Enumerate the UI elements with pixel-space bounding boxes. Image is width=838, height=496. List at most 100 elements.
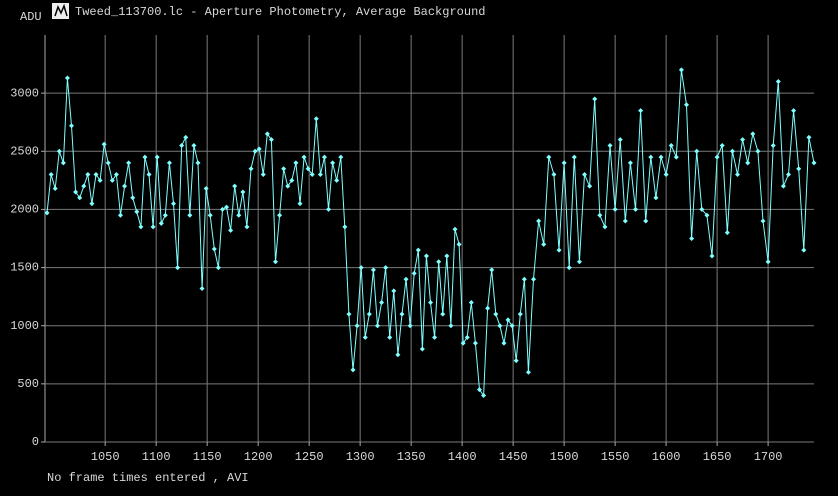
data-point [317, 172, 323, 178]
data-point [313, 116, 319, 122]
data-point [146, 172, 152, 178]
data-point [215, 265, 221, 271]
data-point [183, 134, 189, 140]
data-point [780, 183, 786, 189]
data-point [134, 209, 140, 215]
data-point [468, 299, 474, 305]
data-point [719, 142, 725, 148]
data-point [326, 206, 332, 212]
data-point [69, 123, 75, 129]
data-point [505, 317, 511, 323]
data-point [122, 183, 128, 189]
data-point [268, 137, 274, 143]
data-point [694, 148, 700, 154]
data-point [775, 79, 781, 85]
data-point [171, 201, 177, 207]
data-point [256, 146, 262, 152]
x-tick-label: 1700 [754, 450, 783, 464]
data-point [321, 154, 327, 160]
data-point [801, 247, 807, 253]
data-point [362, 334, 368, 340]
data-point [285, 183, 291, 189]
data-point [521, 276, 527, 282]
data-point [113, 172, 119, 178]
data-point [383, 265, 389, 271]
data-point [704, 212, 710, 218]
data-point [346, 311, 352, 317]
app-icon [52, 3, 69, 19]
x-tick-label: 1150 [193, 450, 222, 464]
data-point [464, 334, 470, 340]
data-point [272, 259, 278, 265]
data-point [648, 154, 654, 160]
x-tick-label: 1100 [142, 450, 171, 464]
data-point [399, 311, 405, 317]
data-point [592, 96, 598, 102]
data-point [142, 154, 148, 160]
data-point [240, 189, 246, 195]
data-point [56, 148, 62, 154]
data-point [456, 241, 462, 247]
data-point [436, 259, 442, 265]
data-point [289, 177, 295, 183]
data-point [709, 253, 715, 259]
data-point [403, 276, 409, 282]
data-point [379, 299, 385, 305]
x-tick-label: 1250 [295, 450, 324, 464]
data-point [633, 206, 639, 212]
data-point [358, 265, 364, 271]
data-point [440, 311, 446, 317]
data-point [432, 334, 438, 340]
data-point [109, 177, 115, 183]
data-point [44, 210, 50, 216]
data-point [211, 246, 217, 252]
data-point [330, 160, 336, 166]
data-point [755, 148, 761, 154]
data-point [678, 67, 684, 73]
data-point [338, 154, 344, 160]
data-point [513, 358, 519, 364]
x-tick-label: 1400 [448, 450, 477, 464]
data-point [684, 102, 690, 108]
data-point [281, 166, 287, 172]
data-point [370, 267, 376, 273]
data-point [158, 220, 164, 226]
data-point [597, 212, 603, 218]
data-point [556, 247, 562, 253]
data-point [224, 204, 230, 210]
data-point [89, 201, 95, 207]
y-axis-label: ADU [20, 10, 42, 24]
data-point [297, 201, 303, 207]
data-point [354, 323, 360, 329]
data-point [582, 172, 588, 178]
data-point [195, 160, 201, 166]
data-point [448, 323, 454, 329]
data-point [796, 166, 802, 172]
x-tick-label: 1600 [652, 450, 681, 464]
y-tick-label: 0 [32, 435, 39, 449]
data-point [85, 172, 91, 178]
data-point [452, 226, 458, 232]
y-tick-label: 2500 [10, 144, 39, 158]
data-point [551, 172, 557, 178]
data-point [622, 218, 628, 224]
data-point [638, 108, 644, 114]
x-tick-label: 1300 [346, 450, 375, 464]
data-point [334, 177, 340, 183]
data-point [93, 172, 99, 178]
data-point [472, 340, 478, 346]
data-point [105, 160, 111, 166]
data-point [293, 160, 299, 166]
data-point [786, 172, 792, 178]
y-tick-label: 2000 [10, 203, 39, 217]
data-point [48, 172, 54, 178]
y-tick-label: 1000 [10, 319, 39, 333]
data-point [264, 131, 270, 137]
data-point [566, 265, 572, 271]
data-point [248, 166, 254, 172]
data-point [366, 311, 372, 317]
footer-status: No frame times entered , AVI [47, 471, 249, 485]
data-point [219, 206, 225, 212]
data-point [745, 160, 751, 166]
